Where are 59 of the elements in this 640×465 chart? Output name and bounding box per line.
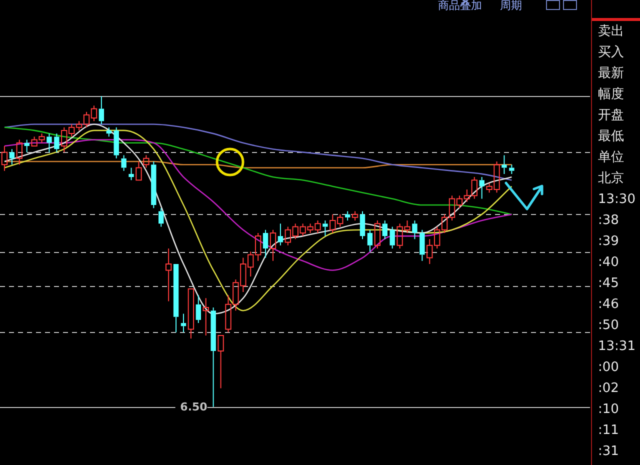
candlestick: [344, 210, 350, 222]
candlestick: [1, 145, 8, 172]
text: 最低: [597, 128, 625, 146]
candlestick: [121, 154, 126, 172]
text: :10: [597, 401, 620, 419]
text: :45: [597, 275, 620, 293]
candlestick: [196, 294, 202, 324]
candlestick: [165, 248, 172, 302]
text: 商品叠加: [438, 0, 482, 13]
candlestick: [180, 313, 186, 333]
candlestick: [218, 334, 224, 389]
candlestick: [24, 139, 30, 153]
candlestick: [509, 164, 514, 174]
candlestick: [420, 229, 425, 262]
candlestick: [322, 220, 328, 237]
candlestick: [98, 96, 104, 125]
candlestick: [502, 154, 507, 174]
text: 卖出: [597, 23, 625, 41]
text: :11: [597, 422, 620, 440]
candlestick: [367, 229, 373, 252]
text: :02: [597, 380, 620, 398]
text: 周期: [500, 0, 522, 13]
candlestick: [412, 220, 418, 240]
candlestick: [278, 223, 284, 246]
candlestick: [158, 208, 164, 228]
candlestick: [173, 264, 179, 333]
annotation: 6.50: [180, 400, 208, 414]
candlestick: [54, 133, 60, 153]
candlestick: [9, 148, 15, 166]
text: :31: [597, 443, 620, 461]
text: 开盘: [597, 107, 625, 125]
candlestick: [479, 176, 484, 200]
text: :38: [597, 212, 620, 230]
candlestick: [390, 226, 395, 249]
candlestick: [202, 298, 209, 336]
text: :00: [597, 359, 620, 377]
candlestick: [262, 229, 268, 258]
text: :46: [597, 296, 620, 314]
text: 13:31: [597, 338, 636, 356]
candlestick: [188, 288, 194, 340]
candlestick: [382, 220, 388, 240]
candlestick: [106, 126, 112, 138]
text: :39: [597, 233, 620, 251]
candlestick: [360, 210, 366, 240]
text: 13:30: [597, 191, 636, 209]
candlestick: [16, 139, 22, 166]
text: 幅度: [597, 86, 625, 104]
candlestick: [270, 229, 276, 262]
text: :50: [597, 317, 620, 335]
candlestick: [114, 126, 119, 159]
text: 最新: [597, 65, 625, 83]
candlestick: [128, 167, 134, 181]
candlestick: [46, 133, 52, 153]
text: 买入: [597, 44, 625, 62]
candlestick: [210, 307, 216, 408]
text: 单位: [597, 149, 625, 167]
text: :40: [597, 254, 620, 272]
text: 北京: [597, 170, 625, 188]
candlestick: [151, 161, 156, 209]
